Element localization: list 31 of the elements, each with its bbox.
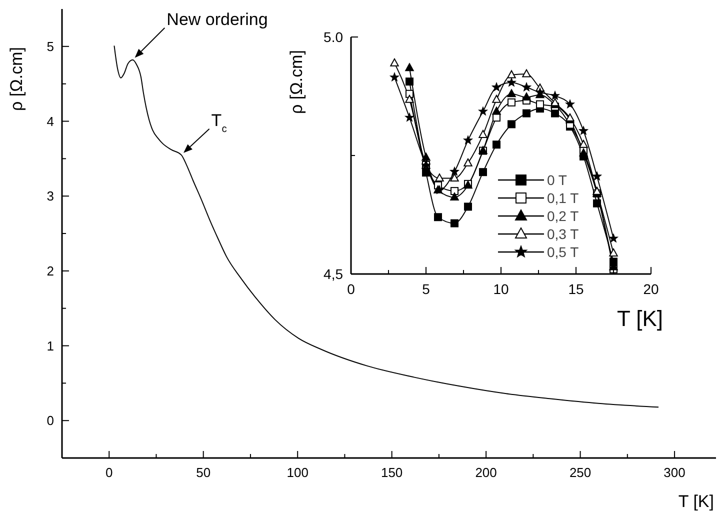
y-tick-label: 3 bbox=[46, 188, 54, 204]
x-axis-title: T [K] bbox=[616, 306, 663, 331]
legend-label: 0,2 T bbox=[547, 208, 579, 224]
x-tick-label: 150 bbox=[380, 465, 403, 480]
y-tick-label: 2 bbox=[46, 263, 54, 278]
annotation: New ordering bbox=[166, 10, 268, 29]
x-axis-title: T [K] bbox=[678, 492, 714, 511]
y-tick-label: 4,5 bbox=[324, 266, 344, 282]
annotation: T$_{c}$ bbox=[211, 110, 227, 134]
y-axis-title: ρ [Ω.cm] bbox=[7, 47, 26, 111]
x-tick-label: 300 bbox=[664, 465, 686, 480]
x-tick-label: 50 bbox=[196, 465, 211, 480]
legend-label: 0,5 T bbox=[547, 244, 579, 260]
x-tick-label: 250 bbox=[569, 465, 592, 480]
y-axis-title: ρ [Ω.cm] bbox=[287, 50, 306, 114]
x-tick-label: 200 bbox=[475, 465, 497, 480]
x-tick-label: 0 bbox=[106, 465, 113, 480]
x-tick-label: 15 bbox=[568, 281, 584, 297]
x-tick-label: 100 bbox=[286, 465, 308, 480]
x-tick-label: 20 bbox=[643, 281, 659, 297]
y-tick-label: 0 bbox=[46, 413, 54, 428]
y-tick-label: 4 bbox=[46, 114, 54, 129]
y-tick-label: 5 bbox=[46, 38, 54, 54]
y-tick-label: 1 bbox=[46, 338, 54, 354]
legend-label: 0,3 T bbox=[547, 226, 579, 242]
x-tick-label: 10 bbox=[493, 281, 509, 297]
x-tick-label: 0 bbox=[347, 281, 356, 297]
y-tick-label: 5.0 bbox=[324, 28, 344, 45]
x-tick-label: 5 bbox=[422, 281, 430, 297]
legend-label: 0 T bbox=[547, 172, 567, 188]
legend-label: 0,1 T bbox=[547, 190, 579, 206]
